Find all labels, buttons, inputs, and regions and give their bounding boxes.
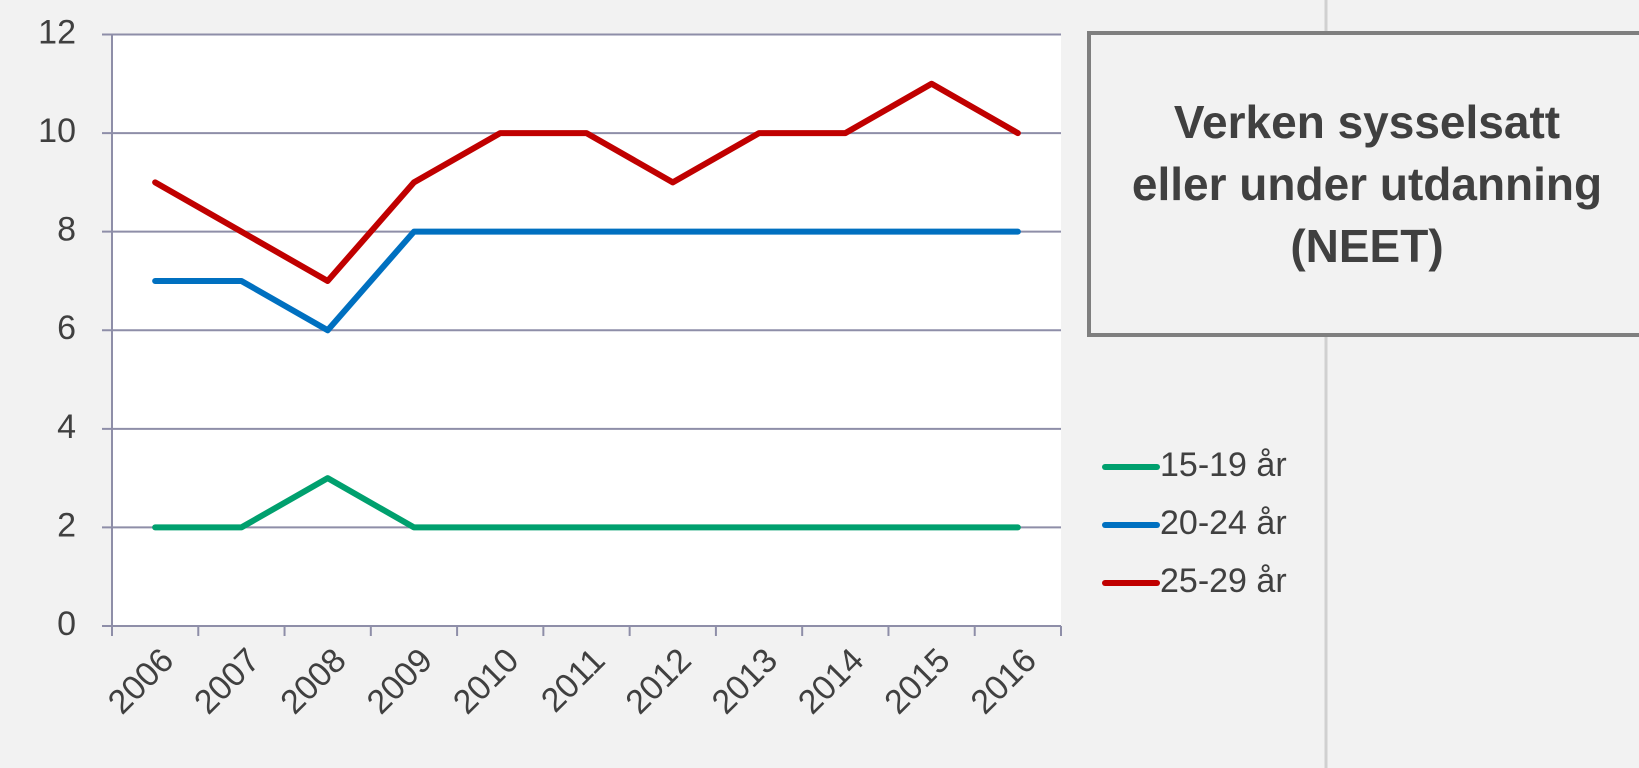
y-tick-label: 0 [57,605,76,643]
y-tick-label: 4 [57,408,76,446]
y-tick-label: 2 [57,506,76,544]
series-line [152,80,1021,284]
series-line [152,475,1021,531]
series-line [152,228,1021,334]
y-tick-label: 10 [38,112,76,150]
chart-title: Verken sysselsatt eller under utdanning … [1131,96,1603,272]
legend-label: 25-29 år [1160,562,1287,600]
y-tick-label: 8 [57,211,76,249]
title-box: Verken sysselsatt eller under utdanning … [1087,31,1639,337]
y-tick-label: 6 [57,309,76,347]
legend-label: 15-19 år [1160,446,1287,484]
legend-label: 20-24 år [1160,504,1287,542]
y-tick-label: 12 [38,13,76,51]
